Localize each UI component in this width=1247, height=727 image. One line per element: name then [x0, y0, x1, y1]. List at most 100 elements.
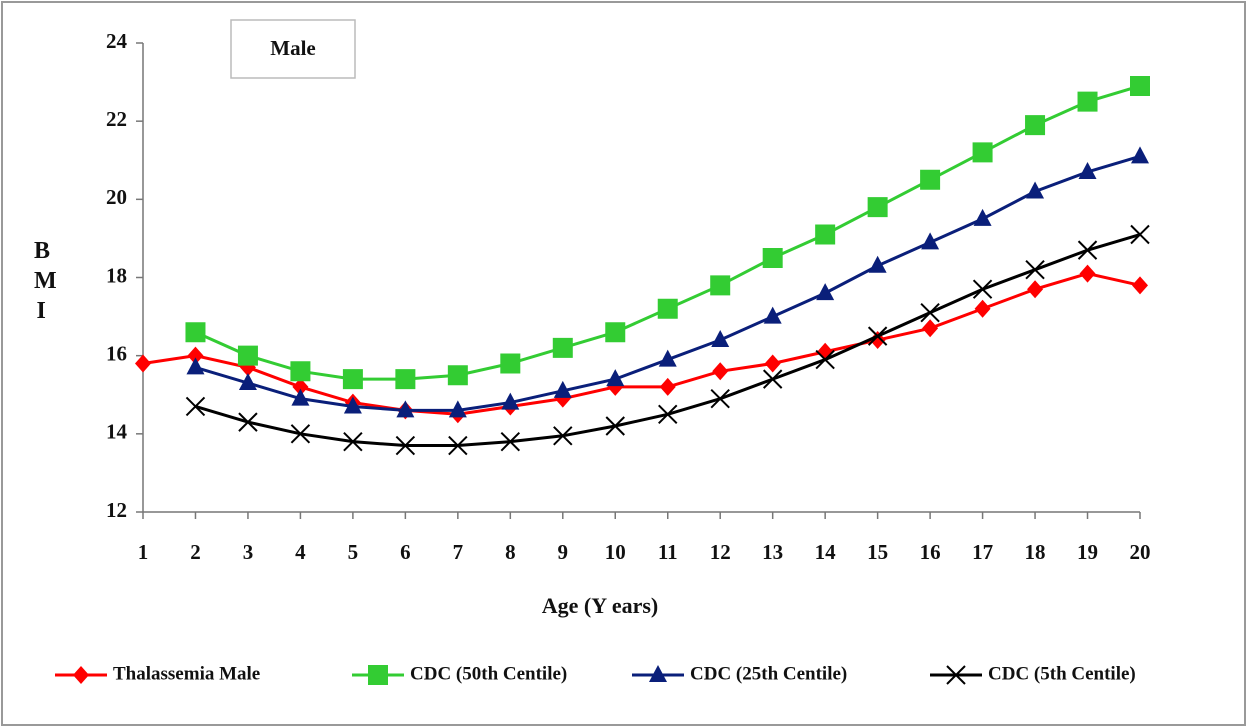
- data-point: [1026, 181, 1045, 199]
- x-tick-label: 16: [920, 540, 941, 564]
- data-point: [186, 357, 205, 375]
- x-axis-title: Age (Y ears): [542, 593, 658, 618]
- data-point: [762, 247, 783, 268]
- data-point: [973, 208, 992, 226]
- data-point: [1025, 115, 1046, 136]
- data-point: [395, 369, 416, 390]
- data-point: [1025, 259, 1045, 280]
- data-point: [764, 354, 781, 373]
- legend-label: CDC (25th Centile): [690, 663, 847, 684]
- data-point: [500, 431, 521, 452]
- data-point: [501, 392, 520, 410]
- data-point: [1077, 240, 1098, 260]
- data-point: [135, 354, 151, 373]
- data-point: [972, 142, 993, 163]
- data-point: [187, 346, 204, 365]
- x-tick-label: 3: [243, 540, 254, 564]
- y-tick-label: 18: [106, 263, 127, 287]
- x-tick-label: 11: [658, 540, 678, 564]
- y-tick-label: 16: [106, 341, 127, 365]
- data-point: [658, 404, 678, 424]
- data-point: [185, 322, 206, 343]
- data-point: [343, 431, 363, 452]
- data-point: [867, 326, 888, 346]
- data-point: [922, 319, 939, 338]
- legend-label: Thalassemia Male: [113, 663, 260, 684]
- x-tick-label: 6: [400, 540, 411, 564]
- x-tick-label: 2: [190, 540, 201, 564]
- data-point: [1130, 75, 1150, 96]
- data-point: [816, 283, 835, 301]
- data-point: [395, 435, 416, 456]
- x-tick-label: 18: [1025, 540, 1046, 564]
- data-point: [1130, 224, 1150, 245]
- data-point: [920, 169, 941, 190]
- x-tick-label: 19: [1077, 540, 1098, 564]
- x-tick-label: 14: [815, 540, 837, 564]
- x-tick-label: 9: [558, 540, 569, 564]
- data-point: [659, 377, 676, 396]
- data-point: [712, 362, 729, 381]
- legend-marker: [649, 665, 667, 682]
- data-point: [237, 345, 258, 366]
- chart-title: Male: [270, 36, 315, 60]
- data-point: [553, 380, 572, 398]
- data-point: [605, 322, 626, 343]
- data-point: [291, 388, 310, 406]
- data-point: [1078, 161, 1097, 179]
- data-point: [500, 353, 521, 374]
- data-point: [238, 373, 257, 391]
- x-tick-label: 5: [348, 540, 359, 564]
- x-tick-label: 7: [453, 540, 464, 564]
- y-tick-label: 24: [106, 29, 128, 53]
- x-tick-label: 13: [762, 540, 783, 564]
- x-tick-label: 20: [1130, 540, 1151, 564]
- data-point: [921, 232, 940, 250]
- data-point: [1077, 91, 1098, 112]
- legend-marker: [368, 665, 388, 685]
- data-point: [290, 361, 311, 382]
- data-point: [658, 349, 677, 367]
- data-point: [605, 416, 625, 436]
- title-box: [230, 19, 356, 79]
- legend-label: CDC (5th Centile): [988, 663, 1136, 684]
- data-point: [1079, 264, 1096, 283]
- data-point: [447, 365, 468, 386]
- series-line: [142, 272, 1141, 416]
- data-point: [552, 337, 573, 358]
- data-point: [762, 369, 783, 389]
- data-point: [710, 388, 730, 409]
- data-point: [815, 224, 836, 245]
- data-point: [815, 349, 835, 370]
- legend-marker: [73, 666, 89, 684]
- data-point: [290, 424, 311, 444]
- x-tick-label: 1: [138, 540, 149, 564]
- data-point: [710, 275, 731, 296]
- data-point: [448, 400, 467, 418]
- legend-marker: [946, 665, 966, 685]
- data-point: [292, 377, 309, 396]
- data-point: [657, 298, 678, 319]
- data-point: [1132, 276, 1148, 295]
- data-point: [448, 435, 468, 456]
- x-tick-label: 17: [972, 540, 993, 564]
- y-axis-title: BMI: [34, 238, 57, 324]
- data-point: [396, 400, 415, 418]
- x-tick-label: 15: [867, 540, 888, 564]
- y-tick-label: 22: [106, 107, 127, 131]
- data-point: [867, 197, 888, 218]
- y-tick-label: 20: [106, 185, 127, 209]
- data-point: [974, 299, 991, 318]
- data-point: [1131, 146, 1149, 164]
- data-point: [711, 330, 730, 348]
- data-point: [1027, 280, 1044, 299]
- x-tick-label: 10: [605, 540, 626, 564]
- x-tick-label: 4: [295, 540, 306, 564]
- data-point: [185, 396, 206, 417]
- data-point: [763, 306, 782, 324]
- legend-label: CDC (50th Centile): [410, 663, 567, 684]
- x-tick-label: 8: [505, 540, 516, 564]
- y-tick-label: 12: [106, 498, 127, 522]
